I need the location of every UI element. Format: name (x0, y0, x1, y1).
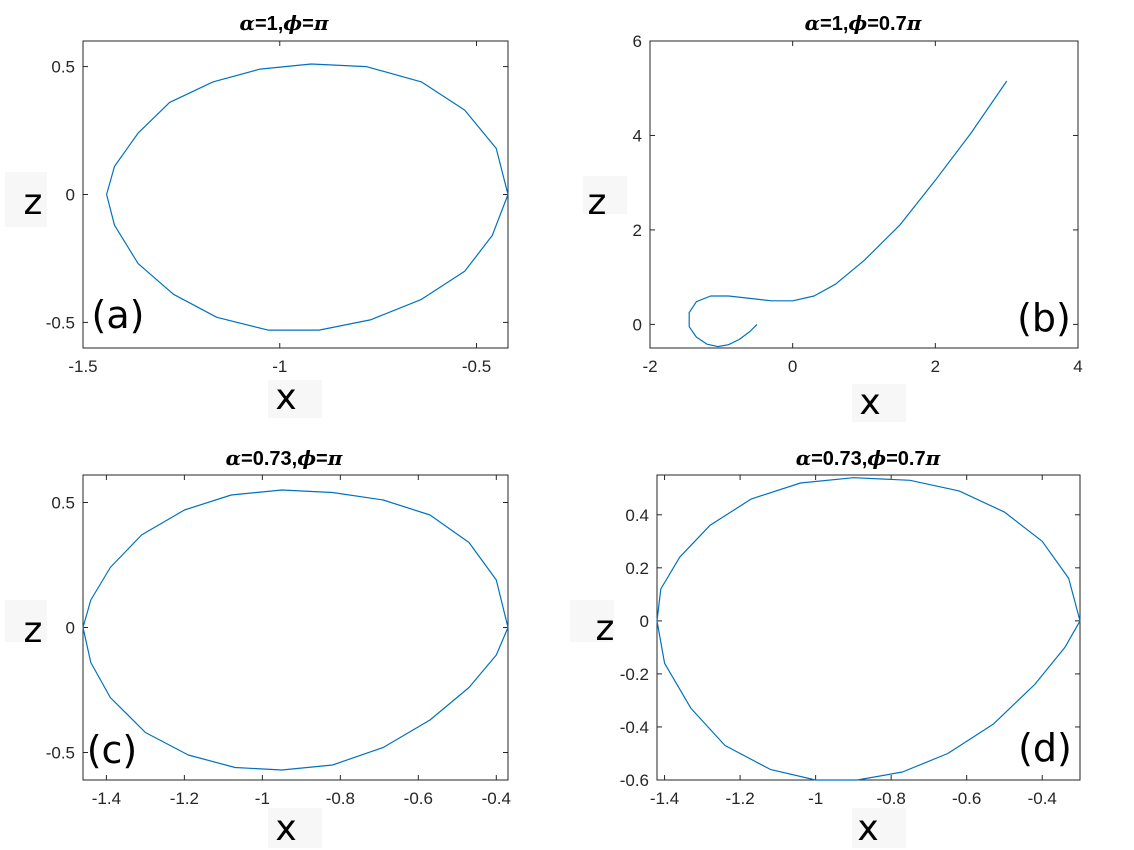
plot-frame (656, 474, 1081, 781)
panel-title: α=1,ϕ=0.7π (805, 11, 922, 35)
y-axis-label: z (588, 182, 607, 223)
panel-title-part: = (302, 13, 314, 35)
x-tick-label: -0.5 (462, 357, 491, 376)
panel-title-part: =0.73, (241, 448, 297, 470)
panel-title: α=1,ϕ=π (240, 11, 329, 35)
panel-tag: (a) (92, 293, 145, 337)
panel-title-part: π (925, 446, 941, 470)
x-tick-label: -1.5 (68, 357, 97, 376)
axis-label-background (268, 380, 322, 418)
x-tick-label: -0.4 (482, 789, 511, 808)
y-tick-label: 0 (633, 315, 642, 334)
panel-title-part: α (240, 11, 255, 35)
x-tick-label: -1.4 (92, 789, 121, 808)
panel-title-part: α (226, 446, 241, 470)
y-tick-label: 0 (66, 186, 75, 205)
panel-title-part: π (313, 11, 329, 35)
y-tick-label: 0.5 (51, 58, 75, 77)
x-tick-label: -1.2 (170, 789, 199, 808)
x-axis-label: x (859, 382, 880, 423)
panel-title-part: = (316, 448, 328, 470)
axis-label-background (852, 808, 906, 848)
panel-c: -1.4 -1.2 -1 -0.8 -0.6 -0.4 -0.5 0 0.5 α=0.73,ϕ=π… (24, 446, 511, 849)
panel-tag: (b) (1017, 296, 1071, 340)
panel-title-part: =1, (820, 13, 848, 35)
axis-label-background (583, 176, 627, 214)
y-tick-label: 4 (633, 126, 642, 145)
y-tick-label: 0.2 (625, 559, 649, 578)
y-tick-label: -0.5 (46, 313, 75, 332)
panel-title-part: π (327, 446, 343, 470)
x-tick-label: -1 (808, 789, 823, 808)
panel-title-part: α (796, 446, 811, 470)
panel-d: -1.4 -1.2 -1 -0.8 -0.6 -0.4 -0.6 -0.4 -0.2 0 0.2 0.… (596, 446, 1081, 849)
panel-title-part: =1, (255, 13, 283, 35)
x-tick-label: 0 (788, 357, 797, 376)
series-line (105, 63, 509, 331)
panel-title-part: =0.7 (867, 13, 906, 35)
x-axis-label: x (857, 808, 878, 849)
panel-title-part: π (906, 11, 922, 35)
panel-title-part: =0.7 (886, 448, 925, 470)
y-tick-label: 0 (66, 619, 75, 638)
series-line (688, 80, 1008, 348)
x-tick-label: -0.8 (326, 789, 355, 808)
panel-title-part: ϕ (867, 446, 886, 470)
y-tick-label: 2 (633, 221, 642, 240)
y-axis-label: z (24, 182, 43, 223)
x-tick-label: -0.8 (877, 789, 906, 808)
axis-label-background (5, 172, 47, 227)
y-tick-label: -0.6 (620, 771, 649, 790)
x-tick-label: -1 (255, 789, 270, 808)
y-tick-label: 6 (633, 32, 642, 51)
y-tick-label: 0.5 (51, 494, 75, 513)
y-tick-label: -0.5 (46, 744, 75, 763)
y-axis-label: z (596, 608, 615, 649)
x-axis-label: x (275, 377, 296, 418)
plot-frame (649, 40, 1079, 349)
panel-title-part: ϕ (283, 11, 302, 35)
panel-title-part: ϕ (297, 446, 316, 470)
panel-b: -2 0 2 4 0 2 4 6 α=1,ϕ=0.7π x z (b) (588, 11, 1083, 423)
panel-tag: (c) (87, 728, 138, 772)
y-tick-label: 0.4 (625, 506, 649, 525)
x-tick-label: -1 (272, 357, 287, 376)
x-tick-label: -1.2 (725, 789, 754, 808)
x-tick-label: 2 (931, 357, 940, 376)
x-tick-label: -2 (642, 357, 657, 376)
panel-title: α=0.73,ϕ=0.7π (796, 446, 941, 470)
x-tick-label: -1.4 (650, 789, 679, 808)
plot-frame (82, 40, 509, 349)
panel-a: -1.5 -1 -0.5 -0.5 0 0.5 α=1,ϕ=π x z (a) (24, 11, 509, 418)
axis-label-background (5, 600, 47, 642)
series-line (656, 477, 1081, 781)
x-tick-label: -0.6 (404, 789, 433, 808)
y-axis-label: z (24, 610, 43, 651)
x-tick-label: -0.6 (952, 789, 981, 808)
panel-tag: (d) (1018, 726, 1072, 770)
x-tick-label: -0.4 (1028, 789, 1057, 808)
x-axis-label: x (275, 808, 296, 849)
axis-label-background (268, 808, 322, 848)
panel-title-part: α (805, 11, 820, 35)
y-tick-label: -0.2 (620, 665, 649, 684)
x-tick-label: 4 (1073, 357, 1082, 376)
panel-title: α=0.73,ϕ=π (226, 446, 343, 470)
plot-frame (82, 474, 509, 781)
y-tick-label: 0 (640, 612, 649, 631)
panel-title-part: ϕ (848, 11, 867, 35)
y-tick-label: -0.4 (620, 718, 649, 737)
panel-title-part: =0.73, (811, 448, 867, 470)
series-line (82, 489, 509, 771)
axis-label-background (570, 600, 614, 642)
axis-label-background (852, 384, 906, 422)
